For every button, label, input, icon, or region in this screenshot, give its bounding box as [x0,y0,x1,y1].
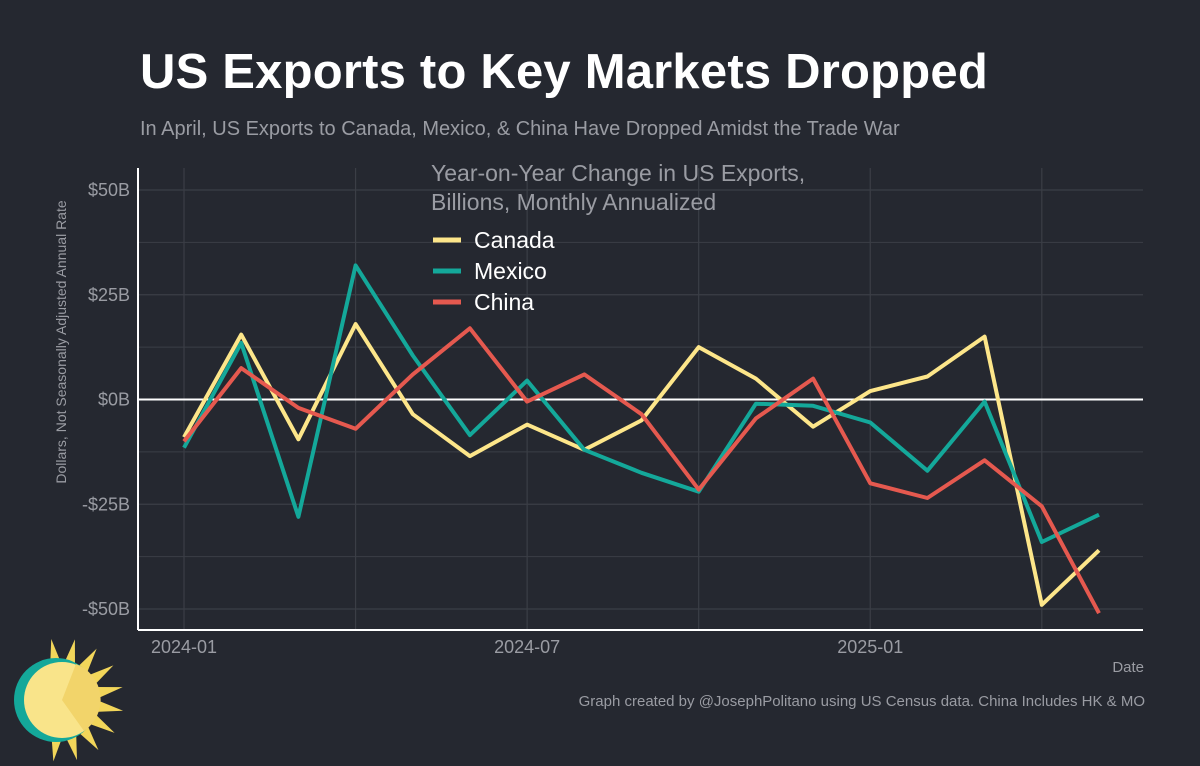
legend-title: Billions, Monthly Annualized [431,189,716,215]
sun-ray [96,700,124,712]
series-line-mexico [182,263,1100,544]
page-title: US Exports to Key Markets Dropped [140,45,988,99]
legend-label: Canada [474,227,555,253]
x-tick-label: 2024-01 [151,637,217,657]
y-tick-label: $50B [88,180,130,200]
y-tick-label: $25B [88,285,130,305]
page-subtitle: In April, US Exports to Canada, Mexico, … [140,118,900,140]
y-tick-label: $0B [98,390,130,410]
y-tick-label: -$50B [82,599,130,619]
axes: $50B $25B $0B -$25B -$50B 2024-01 2024-07 2025-… [82,168,1143,657]
y-tick-label: -$25B [82,494,130,514]
grid-lines [138,168,1143,630]
legend-label: China [474,289,534,315]
sun-logo-icon [14,638,124,762]
sun-shade [62,664,101,731]
legend: Year-on-Year Change in US Exports, Billio… [431,160,805,315]
x-axis-label: Date [1112,659,1144,676]
x-tick-label: 2024-07 [494,637,560,657]
series-line-china [182,326,1101,615]
series-lines [182,263,1101,615]
source-caption: Graph created by @JosephPolitano using U… [578,693,1145,710]
sun-ray [95,687,123,699]
series-line-canada [182,322,1101,607]
legend-title: Year-on-Year Change in US Exports, [431,160,805,186]
x-tick-label: 2025-01 [837,637,903,657]
y-axis-label: Dollars, Not Seasonally Adjusted Annual … [53,200,69,483]
legend-label: Mexico [474,258,547,284]
